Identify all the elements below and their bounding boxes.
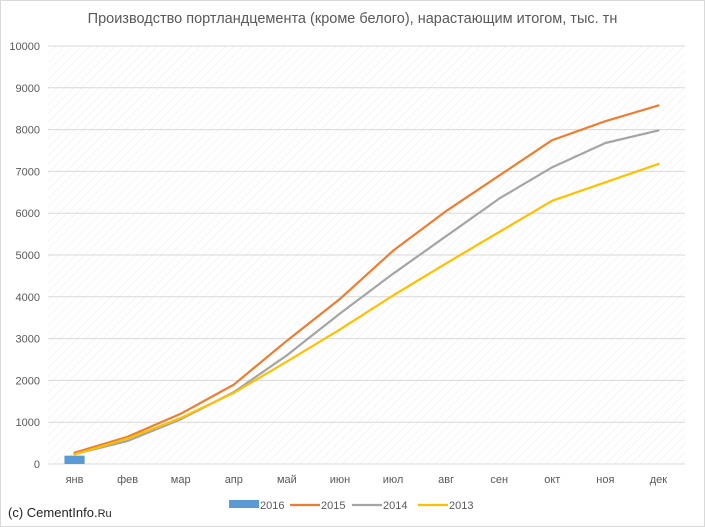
x-tick-label: фев: [117, 474, 138, 486]
series-line-2014: [73, 129, 660, 456]
y-tick-label: 0: [34, 459, 40, 471]
chart-title: Производство портландцемента (кроме бело…: [87, 11, 618, 27]
legend-label-2013: 2013: [449, 500, 473, 512]
gridlines: [48, 45, 685, 465]
y-tick-label: 7000: [16, 166, 40, 178]
x-tick-label: янв: [66, 474, 84, 486]
legend: 2016 2015 2014 2013: [229, 500, 473, 512]
y-tick-label: 3000: [16, 334, 40, 346]
series-line-2013: [73, 162, 660, 456]
footer-credit: (c) CementInfo.Ru: [8, 505, 112, 520]
y-tick-label: 9000: [16, 83, 40, 95]
x-axis: янв фев мар апр май июн июл авг сен окт ноя дек: [48, 463, 685, 486]
y-tick-label: 5000: [16, 250, 40, 262]
bars-layer: [64, 455, 85, 464]
x-tick-label: ноя: [596, 474, 614, 486]
y-tick-label: 1000: [16, 417, 40, 429]
x-tick-label: окт: [544, 474, 560, 486]
x-tick-label: авг: [438, 474, 454, 486]
y-tick-label: 10000: [9, 41, 40, 53]
y-tick-label: 2000: [16, 375, 40, 387]
lines-layer: [73, 104, 660, 456]
series-line-2015: [73, 104, 660, 454]
legend-swatch-2016: [229, 500, 259, 508]
legend-label-2015: 2015: [321, 500, 345, 512]
x-tick-label: дек: [650, 474, 668, 486]
bar-2016-янв: [64, 455, 85, 464]
x-tick-label: июн: [330, 474, 350, 486]
y-tick-label: 8000: [16, 125, 40, 137]
x-tick-label: мар: [171, 474, 191, 486]
y-tick-label: 6000: [16, 208, 40, 220]
x-tick-label: май: [277, 474, 297, 486]
footer-prefix: (c) CementInfo.: [8, 505, 98, 520]
footer-suffix: Ru: [97, 508, 112, 520]
y-axis: 0 1000 2000 3000 4000 5000 6000 7000 8000 9000 100…: [9, 41, 40, 471]
y-tick-label: 4000: [16, 292, 40, 304]
x-tick-label: сен: [490, 474, 508, 486]
legend-label-2016: 2016: [260, 500, 284, 512]
x-tick-label: апр: [225, 474, 243, 486]
x-tick-label: июл: [383, 474, 404, 486]
legend-label-2014: 2014: [383, 500, 407, 512]
